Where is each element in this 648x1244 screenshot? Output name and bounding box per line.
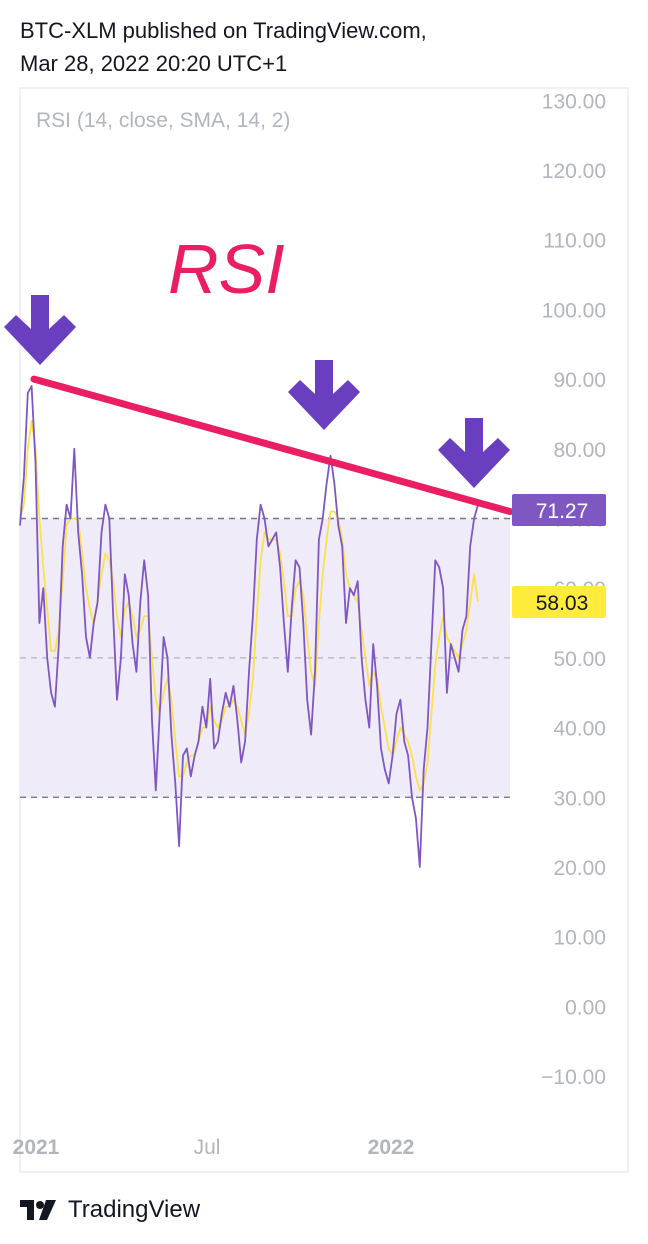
x-tick-label: 2022 [368, 1136, 415, 1159]
y-tick-label: −10.00 [541, 1066, 606, 1089]
publish-date: Mar 28, 2022 20:20 UTC+1 [20, 51, 288, 76]
y-tick-label: 20.00 [553, 857, 606, 880]
y-tick-label: 30.00 [553, 787, 606, 810]
y-tick-label: 100.00 [542, 299, 606, 322]
trendline[interactable] [30, 375, 514, 516]
arrow-down-icon[interactable] [4, 295, 76, 365]
publish-header: BTC-XLM published on TradingView.com, Ma… [20, 14, 427, 80]
y-tick-label: 120.00 [542, 160, 606, 183]
y-tick-label: 90.00 [553, 369, 606, 392]
publish-title: BTC-XLM published on TradingView.com, [20, 18, 427, 43]
rsi-line [19, 385, 479, 868]
y-tick-label: 0.00 [565, 996, 606, 1019]
arrow-down-icon[interactable] [288, 360, 360, 430]
annotation-rsi-text: RSI [168, 230, 285, 308]
footer: TradingView [20, 1192, 200, 1228]
y-tick-label: 130.00 [542, 90, 606, 113]
footer-brand: TradingView [68, 1196, 201, 1223]
rsi-value-badge [512, 494, 606, 526]
y-tick-label: 50.00 [553, 648, 606, 671]
x-tick-label: 2021 [13, 1136, 60, 1159]
rsi-value-badge-label: 71.27 [536, 500, 589, 523]
y-tick-label: 10.00 [553, 927, 606, 950]
y-tick-label: 80.00 [553, 439, 606, 462]
x-tick-label: Jul [194, 1136, 221, 1159]
tradingview-logo-icon [20, 1200, 56, 1220]
y-tick-label: 40.00 [553, 718, 606, 741]
arrow-down-icon[interactable] [438, 418, 510, 488]
sma-value-badge [512, 586, 606, 618]
indicator-title: RSI (14, close, SMA, 14, 2) [36, 109, 290, 132]
y-tick-label: 110.00 [543, 230, 606, 253]
sma-value-badge-label: 58.03 [536, 592, 589, 615]
